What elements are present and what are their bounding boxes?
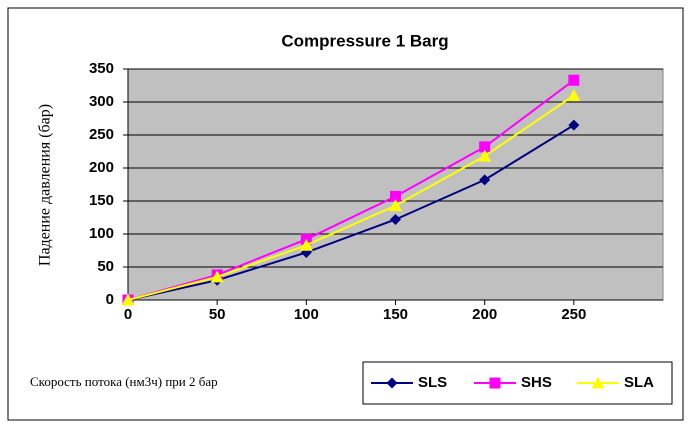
x-tick-label: 150 xyxy=(383,306,408,323)
marker xyxy=(390,190,401,202)
plot-area xyxy=(127,68,664,301)
marker xyxy=(210,270,224,283)
legend-marker xyxy=(489,377,501,389)
marker xyxy=(299,238,313,251)
x-tick-label: 0 xyxy=(124,306,132,323)
marker xyxy=(479,141,491,153)
marker xyxy=(568,74,580,86)
marker xyxy=(478,149,492,162)
marker xyxy=(567,88,581,101)
legend-marker xyxy=(386,377,398,389)
x-tick-label: 200 xyxy=(472,306,497,323)
y-tick-label: 100 xyxy=(89,225,114,242)
marker xyxy=(390,213,401,225)
chart-title: Compressure 1 Barg xyxy=(281,31,448,50)
legend-label: SLA xyxy=(624,374,654,391)
series-line xyxy=(127,94,575,301)
x-tick-label: 50 xyxy=(209,306,226,323)
marker xyxy=(568,119,580,131)
marker xyxy=(389,199,402,212)
marker xyxy=(121,293,135,306)
y-tick-label: 150 xyxy=(89,192,114,209)
y-tick-label: 0 xyxy=(106,291,114,308)
legend-label: SLS xyxy=(418,374,447,391)
x-axis-label: Скорость потока (нм3ч) при 2 бар xyxy=(30,374,218,389)
marker xyxy=(479,174,491,186)
y-tick-label: 250 xyxy=(89,126,114,143)
x-tick-label: 250 xyxy=(561,306,586,323)
y-tick-label: 300 xyxy=(89,93,114,110)
y-axis-label: Падение давления (бар) xyxy=(37,104,54,266)
series-line xyxy=(127,79,575,301)
y-tick-label: 200 xyxy=(89,159,114,176)
series-line xyxy=(127,124,575,301)
y-tick-label: 350 xyxy=(89,60,114,77)
y-tick-label: 50 xyxy=(97,258,114,275)
legend-label: SHS xyxy=(521,374,552,391)
x-tick-label: 100 xyxy=(294,306,319,323)
legend-marker xyxy=(591,376,605,389)
legend xyxy=(362,361,673,405)
